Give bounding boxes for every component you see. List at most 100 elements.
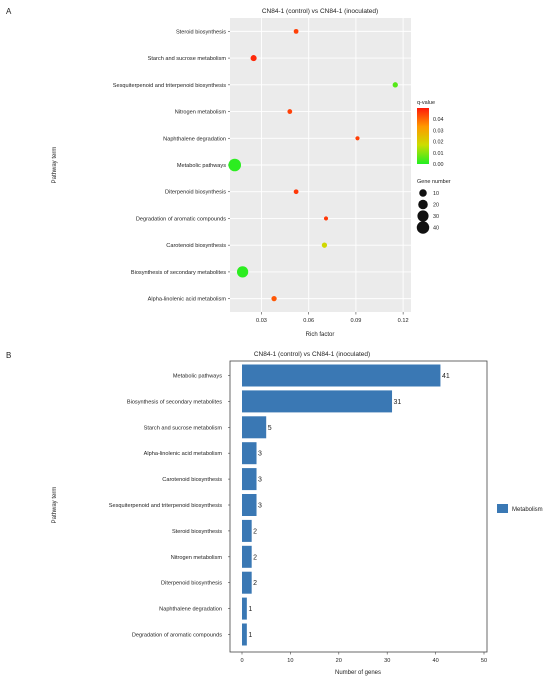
x-tick-label: 0.06 [303,318,314,324]
gene-number-legend-label: 20 [433,203,439,209]
q-value-colorbar [417,108,429,164]
bar-alpha-linolenic-acid-metabolism [242,442,257,465]
panel-b-label: B [6,351,11,360]
value-label-degradation-of-aromatic-compounds: 1 [248,632,252,639]
x-tick-label: 30 [384,658,390,664]
legend-label-metabolism: Metabolism [512,507,543,513]
point-diterpenoid-biosynthesis [293,189,299,195]
gene-number-legend: Gene number 10 20 30 40 [416,179,451,234]
y-tick-label-sesquiterpenoid-and-triterpenoid-biosynthesis: Sesquiterpenoid and triterpenoid biosynt… [109,503,222,509]
gene-number-legend-dot [418,199,428,210]
x-tick-label: 20 [336,658,342,664]
gene-number-legend-label: 10 [433,191,439,197]
chart-a-y-tick-labels: Steroid biosynthesis Starch and sucrose m… [113,29,230,303]
point-metabolic-pathways [228,158,242,172]
gene-number-legend-title: Gene number [417,179,451,185]
y-tick-label-alpha-linolenic-acid-metabolism: Alpha-linolenic acid metabolism [148,297,227,303]
y-tick-label-carotenoid-biosynthesis: Carotenoid biosynthesis [162,477,222,483]
x-tick-label: 0 [240,658,243,664]
gene-number-legend-label: 40 [433,226,439,232]
y-tick-label-naphthalene-degradation: Naphthalene degradation [159,607,222,613]
chart-a-y-axis-label: Pathway term [52,147,58,184]
y-tick-label-metabolic-pathways: Metabolic pathways [173,374,222,380]
gene-number-legend-dot [419,189,427,197]
bar-biosynthesis-of-secondary-metabolites [242,390,393,413]
chart-a-x-axis-label: Rich factor [306,332,335,338]
chart-b-x-ticks: 0 10 20 30 40 50 [240,652,487,664]
panel-b: B CN84-1 (control) vs CN84-1 (inoculated… [6,351,543,676]
y-tick-label-degradation-of-aromatic-compounds: Degradation of aromatic compounds [136,216,226,222]
gene-number-legend-items: 10 20 30 40 [416,189,439,234]
chart-b-value-labels: 41 31 5 3 3 3 2 2 2 1 1 [248,373,449,639]
gene-number-legend-dot [417,210,429,222]
bar-nitrogen-metabolism [242,545,252,568]
y-tick-label-nitrogen-metabolism: Nitrogen metabolism [171,555,223,561]
gene-number-legend-label: 30 [433,214,439,220]
point-biosynthesis-of-secondary-metabolites [236,266,249,278]
value-label-diterpenoid-biosynthesis: 2 [253,580,257,587]
chart-b-y-axis-label: Pathway term [52,487,58,524]
chart-b-legend: Metabolism [497,504,543,513]
chart-a-x-ticks: 0.03 0.06 0.09 0.12 [256,312,409,324]
chart-a-grid [230,18,411,312]
value-label-carotenoid-biosynthesis: 3 [258,477,262,484]
y-tick-label-starch-and-sucrose-metabolism: Starch and sucrose metabolism [144,425,223,431]
y-tick-label-degradation-of-aromatic-compounds: Degradation of aromatic compounds [132,633,222,639]
point-alpha-linolenic-acid-metabolism [271,295,277,302]
gene-number-legend-dot [416,221,430,234]
value-label-biosynthesis-of-secondary-metabolites: 31 [394,399,402,406]
y-tick-label-diterpenoid-biosynthesis: Diterpenoid biosynthesis [161,581,222,587]
bar-degradation-of-aromatic-compounds [242,623,247,646]
q-value-legend: q-value 0.04 0.03 0.02 0.01 0.00 [417,100,444,168]
x-tick-label: 0.12 [398,318,409,324]
point-nitrogen-metabolism [287,109,293,114]
chart-b-x-axis-label: Number of genes [335,670,381,676]
q-value-tick-label: 0.01 [433,151,444,157]
y-tick-label-carotenoid-biosynthesis: Carotenoid biosynthesis [166,243,226,249]
y-tick-label-metabolic-pathways: Metabolic pathways [177,163,226,169]
y-tick-label-alpha-linolenic-acid-metabolism: Alpha-linolenic acid metabolism [144,451,223,457]
value-label-nitrogen-metabolism: 2 [253,554,257,561]
bar-metabolic-pathways [242,364,441,387]
q-value-tick-label: 0.04 [433,117,444,123]
chart-b-bars [242,364,441,646]
value-label-alpha-linolenic-acid-metabolism: 3 [258,451,262,458]
bar-carotenoid-biosynthesis [242,468,257,491]
q-value-tick-label: 0.02 [433,140,444,146]
legend-swatch-metabolism [497,504,508,513]
point-degradation-of-aromatic-compounds [323,216,329,221]
bar-diterpenoid-biosynthesis [242,571,252,594]
point-sesquiterpenoid-and-triterpenoid-biosynthesis [392,82,398,88]
x-tick-label: 50 [481,658,487,664]
chart-a-title: CN84-1 (control) vs CN84-1 (inoculated) [262,8,378,15]
y-tick-label-nitrogen-metabolism: Nitrogen metabolism [175,110,227,116]
chart-b-y-tick-labels: Metabolic pathways Biosynthesis of second… [109,374,230,639]
y-tick-label-biosynthesis-of-secondary-metabolites: Biosynthesis of secondary metabolites [131,270,226,276]
y-tick-label-starch-and-sucrose-metabolism: Starch and sucrose metabolism [148,56,227,62]
value-label-steroid-biosynthesis: 2 [253,528,257,535]
value-label-sesquiterpenoid-and-triterpenoid-biosynthesis: 3 [258,503,262,510]
x-tick-label: 0.09 [350,318,361,324]
x-tick-label: 0.03 [256,318,267,324]
chart-b-title: CN84-1 (control) vs CN84-1 (inoculated) [254,351,370,358]
chart-a-points [228,28,398,302]
bar-naphthalene-degradation [242,597,247,620]
point-starch-and-sucrose-metabolism [250,55,257,62]
bar-sesquiterpenoid-and-triterpenoid-biosynthesis [242,494,257,516]
bar-starch-and-sucrose-metabolism [242,416,267,439]
q-value-legend-title: q-value [417,100,435,106]
panel-a-label: A [6,7,12,16]
bar-steroid-biosynthesis [242,519,252,542]
y-tick-label-steroid-biosynthesis: Steroid biosynthesis [172,529,222,535]
y-tick-label-biosynthesis-of-secondary-metabolites: Biosynthesis of secondary metabolites [127,399,222,405]
q-value-ticks: 0.04 0.03 0.02 0.01 0.00 [429,117,444,168]
value-label-metabolic-pathways: 41 [442,373,450,380]
q-value-tick-label: 0.00 [433,162,444,168]
x-tick-label: 10 [287,658,293,664]
point-steroid-biosynthesis [293,28,299,34]
y-tick-label-steroid-biosynthesis: Steroid biosynthesis [176,29,226,35]
value-label-naphthalene-degradation: 1 [248,606,252,613]
value-label-starch-and-sucrose-metabolism: 5 [268,425,272,432]
